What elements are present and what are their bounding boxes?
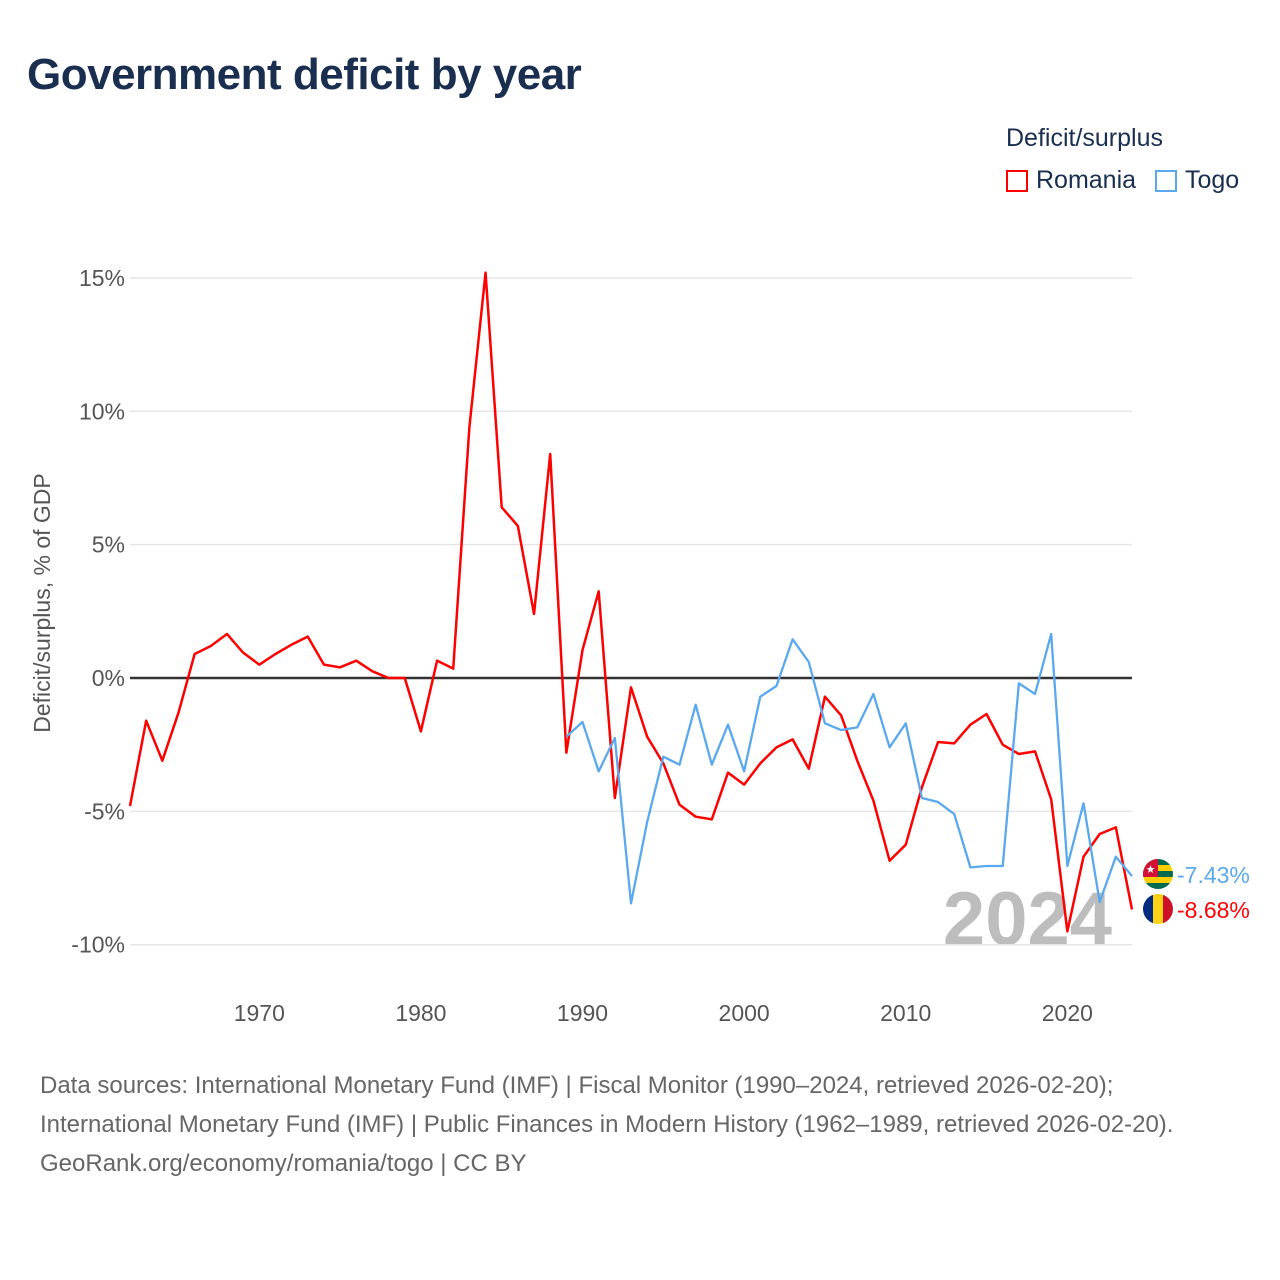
legend-swatch-togo	[1155, 169, 1177, 192]
flag-stripe	[1163, 894, 1173, 924]
flag-stripe	[1143, 894, 1153, 924]
legend-title: Deficit/surplus	[1006, 124, 1163, 152]
y-tick-label: 15%	[79, 265, 125, 291]
x-tick-label: 2020	[1042, 1000, 1093, 1026]
y-tick-label: 0%	[92, 665, 125, 691]
series-line-togo	[565, 632, 1133, 905]
y-tick-label: -5%	[84, 798, 125, 824]
legend-label: Romania	[1036, 166, 1137, 194]
end-value-label-romania: -8.68%	[1177, 897, 1250, 923]
x-tick-label: 2000	[719, 1000, 770, 1026]
flag-stripe	[1143, 883, 1173, 889]
attribution-link[interactable]: GeoRank.org/economy/romania/togo | CC BY	[40, 1150, 527, 1177]
series-line-romania	[128, 271, 1134, 933]
legend-swatch-romania	[1006, 169, 1028, 192]
legend-label: Togo	[1185, 166, 1240, 194]
flag-star: ★	[1146, 864, 1156, 876]
page-title: Government deficit by year	[27, 50, 582, 99]
x-tick-label: 2010	[880, 1000, 931, 1026]
y-tick-label: 10%	[79, 398, 125, 424]
x-tick-label: 1980	[395, 1000, 446, 1026]
togo-flag-icon: ★	[1143, 859, 1173, 889]
legend-item-romania[interactable]: Romania	[1006, 166, 1136, 195]
y-tick-label: -10%	[71, 932, 125, 958]
year-watermark: 2024	[943, 877, 1112, 962]
y-tick-label: 5%	[92, 532, 125, 558]
flag-stripe	[1153, 894, 1163, 924]
data-sources: Data sources: International Monetary Fun…	[40, 1066, 1240, 1183]
flag-stripe	[1143, 877, 1173, 883]
x-tick-label: 1990	[557, 1000, 608, 1026]
legend-item-togo[interactable]: Togo	[1155, 166, 1239, 195]
end-value-label-togo: -7.43%	[1177, 862, 1250, 888]
romania-flag-icon	[1143, 894, 1173, 924]
sources-text: Data sources: International Monetary Fun…	[40, 1072, 1174, 1138]
y-axis-label: Deficit/surplus, % of GDP	[29, 473, 55, 732]
x-tick-label: 1970	[234, 1000, 285, 1026]
